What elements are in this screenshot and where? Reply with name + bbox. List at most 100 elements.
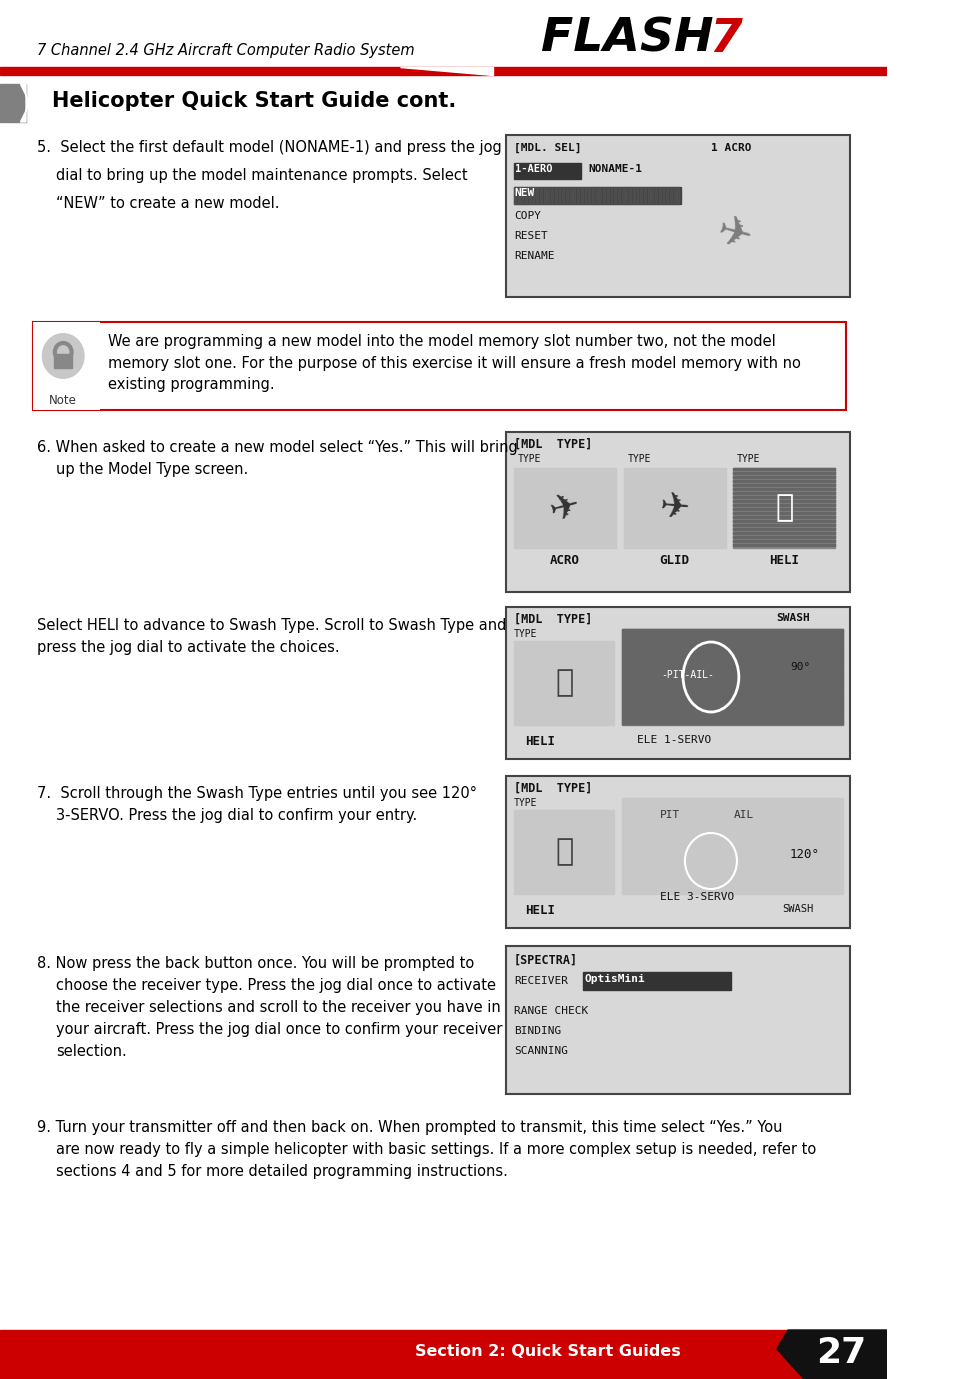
Bar: [621, 701, 842, 703]
Bar: [621, 690, 842, 691]
Bar: [621, 647, 842, 650]
Bar: [0, 1329, 885, 1379]
Bar: [733, 503, 835, 506]
Bar: [621, 716, 842, 718]
Bar: [514, 641, 614, 725]
Bar: [733, 528, 835, 530]
Bar: [621, 695, 842, 696]
Bar: [592, 188, 593, 204]
Bar: [621, 683, 842, 685]
Bar: [733, 467, 835, 547]
Bar: [733, 512, 835, 514]
Text: COPY: COPY: [514, 211, 540, 221]
Bar: [621, 674, 842, 676]
Bar: [636, 188, 638, 204]
Bar: [514, 188, 516, 204]
Text: selection.: selection.: [55, 1044, 127, 1059]
Bar: [551, 188, 553, 204]
Text: 🚁: 🚁: [775, 494, 793, 523]
Bar: [621, 650, 842, 652]
Text: Helicopter Quick Start Guide cont.: Helicopter Quick Start Guide cont.: [52, 91, 456, 110]
Text: SWASH: SWASH: [775, 614, 809, 623]
Bar: [733, 507, 835, 510]
Bar: [733, 501, 835, 502]
Bar: [629, 188, 630, 204]
Text: RESET: RESET: [514, 232, 547, 241]
Text: HELI: HELI: [524, 905, 555, 917]
Text: [MDL  TYPE]: [MDL TYPE]: [514, 614, 592, 626]
Bar: [54, 354, 72, 368]
Bar: [506, 135, 849, 296]
Bar: [569, 188, 571, 204]
Text: Note: Note: [50, 394, 77, 407]
Bar: [514, 188, 680, 204]
Bar: [733, 484, 835, 485]
Bar: [598, 188, 600, 204]
Text: RANGE CHECK: RANGE CHECK: [514, 1007, 588, 1016]
Bar: [621, 634, 842, 637]
Bar: [733, 532, 835, 534]
Text: are now ready to fly a simple helicopter with basic settings. If a more complex : are now ready to fly a simple helicopter…: [55, 1142, 815, 1157]
Bar: [33, 323, 844, 410]
Bar: [543, 188, 545, 204]
Text: TYPE: TYPE: [737, 454, 760, 463]
Bar: [514, 163, 580, 179]
Bar: [621, 662, 842, 665]
Bar: [528, 188, 530, 204]
Bar: [621, 713, 842, 714]
Text: 90°: 90°: [789, 662, 809, 672]
Text: 27: 27: [815, 1336, 865, 1369]
Text: SWASH: SWASH: [781, 905, 812, 914]
Bar: [665, 188, 667, 204]
Bar: [662, 188, 664, 204]
Bar: [0, 84, 26, 121]
Bar: [606, 188, 608, 204]
Bar: [618, 188, 619, 204]
Text: ELE 1-SERVO: ELE 1-SERVO: [636, 735, 710, 745]
Bar: [621, 638, 842, 640]
Bar: [561, 188, 563, 204]
Text: 120°: 120°: [789, 848, 819, 860]
Text: 7 Channel 2.4 GHz Aircraft Computer Radio System: 7 Channel 2.4 GHz Aircraft Computer Radi…: [37, 43, 415, 58]
Bar: [621, 629, 842, 725]
Text: ACRO: ACRO: [550, 554, 579, 567]
Text: press the jog dial to activate the choices.: press the jog dial to activate the choic…: [37, 640, 339, 655]
Bar: [621, 632, 842, 634]
Text: up the Model Type screen.: up the Model Type screen.: [55, 462, 248, 477]
Bar: [547, 188, 549, 204]
Bar: [621, 665, 842, 667]
Text: TYPE: TYPE: [514, 629, 537, 638]
Text: Section 2: Quick Start Guides: Section 2: Quick Start Guides: [415, 1343, 680, 1358]
Bar: [555, 188, 557, 204]
Text: OptisMini: OptisMini: [584, 974, 644, 985]
Text: [MDL. SEL]: [MDL. SEL]: [514, 143, 580, 153]
Bar: [659, 188, 660, 204]
Bar: [621, 667, 842, 670]
Bar: [733, 496, 835, 498]
Bar: [677, 188, 679, 204]
Bar: [733, 520, 835, 523]
Bar: [669, 188, 671, 204]
Bar: [733, 476, 835, 479]
Text: NONAME-1: NONAME-1: [588, 164, 641, 174]
Text: HELI: HELI: [524, 735, 555, 747]
Text: [SPECTRA]: [SPECTRA]: [514, 954, 578, 967]
Bar: [733, 536, 835, 538]
Bar: [621, 677, 842, 678]
Text: 1 ACRO: 1 ACRO: [710, 143, 751, 153]
Text: 7: 7: [708, 17, 741, 62]
Bar: [655, 188, 657, 204]
Text: BINDING: BINDING: [514, 1026, 560, 1036]
Bar: [621, 798, 842, 894]
Bar: [623, 467, 725, 547]
Text: “NEW” to create a new model.: “NEW” to create a new model.: [55, 196, 279, 211]
Bar: [584, 188, 586, 204]
Bar: [536, 188, 537, 204]
Bar: [621, 705, 842, 706]
Bar: [621, 654, 842, 655]
Text: 9. Turn your transmitter off and then back on. When prompted to transmit, this t: 9. Turn your transmitter off and then ba…: [37, 1120, 781, 1135]
Bar: [733, 492, 835, 494]
Text: Select HELI to advance to Swash Type. Scroll to Swash Type and: Select HELI to advance to Swash Type. Sc…: [37, 618, 506, 633]
Bar: [506, 946, 849, 1094]
Text: 7.  Scroll through the Swash Type entries until you see 120°: 7. Scroll through the Swash Type entries…: [37, 786, 476, 801]
